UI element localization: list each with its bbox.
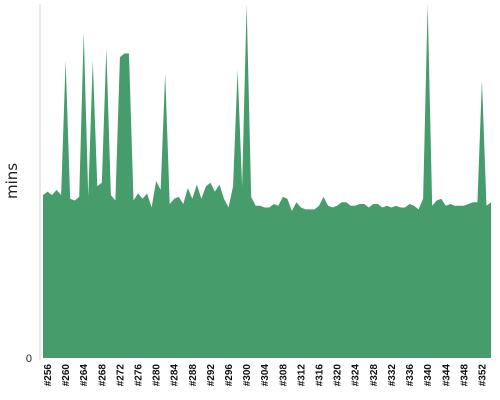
x-tick-label: #284	[170, 364, 181, 387]
x-tick-label: #296	[224, 364, 235, 387]
x-tick-label: #328	[369, 364, 380, 387]
x-tick-label: #340	[423, 364, 434, 387]
x-tick-label: #312	[296, 364, 307, 387]
area-series	[43, 4, 491, 358]
x-tick-label: #276	[134, 364, 145, 387]
x-tick-label: #324	[351, 364, 362, 387]
y-axis-ticks: 0	[26, 353, 32, 365]
x-tick-label: #300	[242, 364, 253, 387]
x-tick-label: #344	[441, 364, 452, 387]
y-axis-title: mins	[3, 163, 21, 199]
x-tick-label: #320	[333, 364, 344, 387]
x-tick-label: #268	[97, 364, 108, 387]
x-tick-label: #332	[387, 364, 398, 387]
x-tick-label: #272	[115, 364, 126, 387]
x-tick-label: #264	[79, 364, 90, 387]
x-tick-label: #308	[278, 364, 289, 387]
x-tick-label: #260	[61, 364, 72, 387]
plot-area	[43, 4, 491, 358]
x-tick-label: #256	[43, 364, 54, 387]
x-tick-label: #348	[459, 364, 470, 387]
x-axis-ticks: #256 #260 #264 #268 #272 #276 #280 #284 #288 #292…	[43, 364, 488, 387]
x-tick-label: #280	[152, 364, 163, 387]
x-tick-label: #336	[405, 364, 416, 387]
x-tick-label: #352	[477, 364, 488, 387]
x-tick-label: #292	[206, 364, 217, 387]
x-tick-label: #316	[315, 364, 326, 387]
x-tick-label: #304	[260, 364, 271, 387]
y-tick-label: 0	[26, 353, 32, 365]
x-tick-label: #288	[188, 364, 199, 387]
